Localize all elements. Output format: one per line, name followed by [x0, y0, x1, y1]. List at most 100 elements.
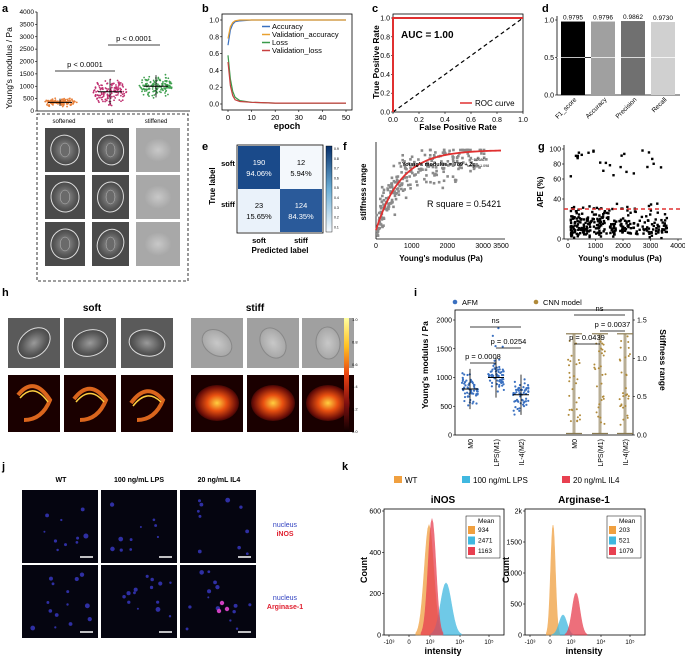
panel-h-colorbar-tick: 1.0: [352, 317, 358, 322]
panel-j-row2-label: nucleus: [273, 595, 298, 602]
panel-g-point: [582, 223, 586, 226]
panel-g-point: [582, 225, 586, 228]
panel-f-point: [413, 160, 416, 164]
panel-a-point: [47, 99, 50, 102]
panel-f-point: [448, 149, 451, 153]
panel-i-cnn-point: [624, 356, 627, 359]
panel-i: i AFM CNN model Young's modulus / Pa Sti…: [414, 287, 668, 467]
panel-g-point: [588, 235, 591, 239]
panel-k-legend-il4: 20 ng/mL IL4: [573, 476, 620, 485]
panel-i-cnn-point: [569, 360, 572, 363]
panel-i-afm-point: [527, 399, 530, 402]
panel-j-nucleus: [87, 617, 92, 622]
panel-i-afm-point: [526, 383, 530, 387]
panel-g-point: [649, 203, 653, 206]
panel-d-bar-value: 0.9730: [653, 15, 673, 22]
panel-j-col-il4: 20 ng/mL IL4: [198, 477, 241, 484]
panel-g-point: [583, 229, 586, 233]
panel-g-point: [585, 232, 589, 235]
panel-f-point: [425, 162, 429, 165]
panel-f-point: [460, 166, 463, 170]
panel-i-cnn-point: [572, 375, 575, 378]
panel-i-afm-point: [493, 362, 496, 366]
panel-a-point: [47, 104, 50, 107]
panel-g-point: [614, 229, 617, 232]
panel-g-point: [579, 218, 583, 221]
panel-g-point: [613, 230, 616, 234]
panel-j-nucleus: [149, 585, 154, 590]
panel-f-point: [442, 162, 446, 166]
panel-i-afm-point: [463, 399, 466, 403]
panel-k-xtick-label: 10³: [426, 640, 435, 646]
panel-a-point: [169, 85, 172, 88]
panel-c-xtick-label: 0.8: [492, 117, 502, 124]
panel-g-point: [611, 231, 615, 234]
panel-a-point: [153, 94, 156, 96]
panel-f-point: [394, 197, 398, 201]
panel-g-point: [576, 220, 579, 223]
panel-i-afm-point: [462, 386, 466, 389]
panel-a-point: [100, 93, 103, 96]
panel-f-point: [427, 165, 431, 168]
panel-f-point: [435, 169, 438, 173]
panel-a-point: [148, 75, 151, 78]
panel-j-nucleus: [79, 572, 85, 577]
panel-f-point: [476, 156, 480, 160]
panel-g-point: [621, 227, 625, 231]
panel-h-heatmap: [64, 375, 116, 432]
panel-j-nucleus: [198, 514, 202, 518]
panel-g-point: [643, 221, 646, 224]
panel-g-point: [623, 229, 627, 232]
panel-j-nucleus: [126, 591, 131, 596]
panel-f-point: [405, 179, 409, 183]
panel-g-point: [570, 229, 574, 232]
panel-a-point: [152, 90, 155, 93]
panel-g-point: [580, 153, 583, 157]
panel-f-point: [466, 152, 470, 155]
panel-k-inos-title: iNOS: [431, 495, 456, 506]
panel-g-point: [602, 212, 605, 216]
panel-f-point: [441, 162, 444, 165]
panel-g-point: [622, 225, 625, 228]
panel-b-series-line: [227, 61, 346, 104]
panel-letter-j: j: [1, 461, 5, 473]
panel-a-point: [105, 99, 108, 102]
panel-a-point: [98, 84, 101, 87]
panel-j-fluorescence-image: [180, 490, 256, 563]
panel-f-point: [406, 183, 410, 187]
panel-j-nucleus: [75, 541, 79, 544]
panel-c-xtick-label: 0.0: [388, 117, 398, 124]
panel-f-point: [380, 200, 384, 203]
panel-f-xtick-label: 0: [374, 243, 378, 250]
panel-g-point: [586, 229, 589, 233]
panel-g-point: [656, 211, 659, 214]
panel-i-cnn-point: [568, 394, 571, 397]
panel-a-point: [149, 81, 152, 83]
panel-i-afm-point: [461, 376, 464, 379]
panel-a-point: [142, 93, 145, 96]
panel-f-point: [401, 153, 405, 157]
panel-j-nucleus: [45, 513, 50, 518]
panel-g-point: [664, 227, 668, 230]
panel-i-cnn-point: [627, 346, 630, 349]
panel-e-cell-tp-count: 124: [295, 201, 308, 210]
panel-f-point: [382, 198, 386, 202]
panel-a-cell-images: [45, 128, 180, 266]
panel-g-ytick-label: 40: [553, 197, 561, 204]
panel-i-cnn-point: [601, 342, 604, 345]
panel-i-cnn-point: [568, 376, 571, 379]
panel-a-point: [110, 92, 113, 95]
panel-a-point: [121, 84, 124, 87]
panel-f-point: [375, 213, 378, 217]
panel-a-point: [96, 94, 99, 96]
panel-k-xtick-label: 10⁴: [455, 639, 465, 646]
panel-i-afm-point: [515, 391, 518, 394]
panel-f-xlabel: Young's modulus (Pa): [399, 254, 483, 263]
panel-a-cell-outline: [144, 232, 172, 256]
panel-i-afm-point: [493, 359, 496, 362]
panel-a-point: [167, 86, 169, 89]
panel-e-row-stiff: stiff: [221, 200, 235, 209]
panel-f-point: [430, 164, 433, 167]
panel-a-point: [121, 99, 124, 102]
